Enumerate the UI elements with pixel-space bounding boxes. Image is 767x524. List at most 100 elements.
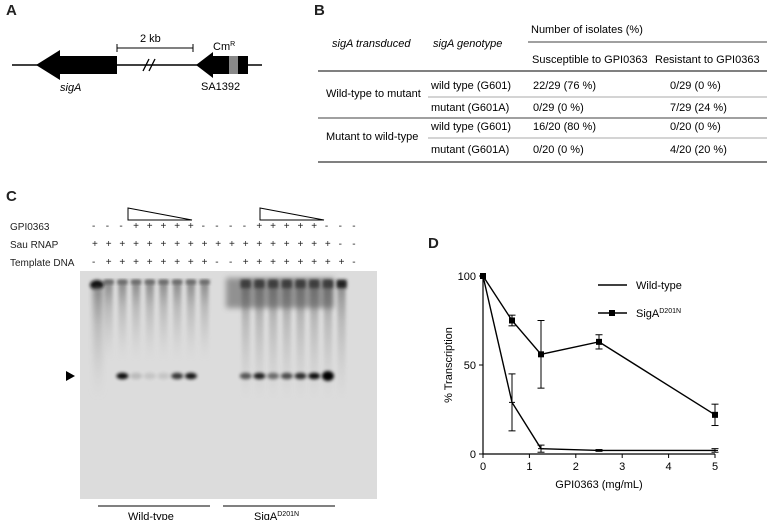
transcript-band: [171, 372, 184, 380]
sa1392-arrow: [196, 52, 248, 78]
gel-figure: Wild-type SigAD201N: [80, 207, 377, 520]
row-susceptible: 22/29 (76 %): [533, 80, 596, 92]
row-genotype: wild type (G601): [430, 80, 511, 92]
lane-smear: [337, 280, 346, 400]
rnap-sign: +: [119, 239, 126, 250]
row-genotype: wild type (G601): [430, 121, 511, 133]
lane-smear: [310, 280, 319, 400]
x-tick-label: 3: [619, 461, 625, 473]
row-label-gpi: GPI0363: [10, 222, 50, 233]
gpi-sign: -: [242, 221, 247, 232]
lane-smear: [159, 280, 168, 360]
lane-well: [336, 280, 347, 288]
sa1392-label: SA1392: [201, 81, 240, 93]
gpi-sign: +: [297, 221, 304, 232]
transcript-band: [239, 372, 252, 380]
row-genotype: mutant (G601A): [431, 102, 509, 114]
break-mark-right: [148, 58, 156, 72]
sigA-arrow: [36, 50, 117, 80]
template-sign: +: [242, 257, 249, 268]
template-sign: +: [160, 257, 167, 268]
y-tick-label: 100: [458, 271, 476, 283]
gpi-sign: -: [338, 221, 342, 232]
rnap-sign: +: [215, 239, 222, 250]
panel-d-letter: D: [428, 235, 439, 252]
x-tick-label: 1: [526, 461, 532, 473]
row-susceptible: 16/20 (80 %): [533, 121, 596, 133]
template-sign: +: [256, 257, 263, 268]
mut-lanes-label: SigAD201N: [254, 511, 299, 520]
data-point: [538, 351, 544, 358]
transcript-band: [253, 372, 266, 380]
row-label-template: Template DNA: [10, 258, 75, 269]
gel-lanes: [90, 278, 347, 400]
y-tick-label: 50: [464, 360, 476, 372]
row-resistant: 0/29 (0 %): [670, 80, 721, 92]
chart-series: [480, 273, 719, 453]
rnap-sign: +: [146, 239, 153, 250]
template-sign: -: [215, 257, 219, 268]
gpi-sign: -: [119, 221, 123, 232]
break-mark-left: [142, 58, 150, 72]
transcript-band: [157, 372, 170, 380]
template-sign: -: [92, 257, 96, 268]
template-sign: +: [270, 257, 276, 268]
gpi-sign: +: [160, 221, 167, 232]
y-tick-label: 0: [470, 449, 476, 461]
lane-smear: [132, 280, 141, 360]
rnap-sign: +: [311, 239, 318, 250]
transcript-band: [143, 372, 156, 380]
transcript-band: [280, 372, 293, 380]
lane-smear: [255, 280, 264, 400]
template-sign: +: [338, 257, 345, 268]
gpi-sign: -: [352, 221, 356, 232]
sigA-label: sigA: [60, 82, 81, 94]
lane-smear: [282, 280, 291, 400]
col-transduced: sigA transduced: [332, 38, 411, 50]
group-label: Wild-type to mutant: [326, 88, 421, 100]
mutant-well-region: [226, 278, 334, 308]
rnap-sign: +: [242, 239, 249, 250]
rnap-sign: +: [187, 239, 194, 250]
template-sign: +: [297, 257, 304, 268]
gpi-sign: -: [105, 221, 110, 232]
isolates-table: Number of isolates (%) sigA transduced s…: [318, 24, 767, 163]
rnap-sign: +: [92, 239, 98, 250]
x-tick-label: 4: [666, 461, 672, 473]
lane-well: [103, 280, 114, 284]
row-susceptible: 0/29 (0 %): [533, 102, 584, 114]
rnap-sign: +: [105, 239, 112, 250]
gpi-sign: +: [256, 221, 263, 232]
lane-smear: [104, 280, 113, 360]
gpi-sign: -: [201, 221, 205, 232]
rnap-sign: +: [229, 239, 235, 250]
x-axis-label: GPI0363 (mg/mL): [555, 479, 642, 491]
wt-lanes-label: Wild-type: [128, 511, 174, 520]
col-susceptible: Susceptible to GPI0363: [532, 54, 648, 66]
template-sign: +: [187, 257, 194, 268]
row-susceptible: 0/20 (0 %): [533, 144, 584, 156]
lane-smear: [93, 288, 103, 398]
gpi-sign: +: [187, 221, 194, 232]
lane-well: [131, 280, 142, 284]
gpi-wedge-wt: [127, 207, 193, 221]
legend-label: Wild-type: [636, 280, 682, 292]
lane-well: [199, 280, 210, 284]
lane-well: [144, 280, 155, 284]
y-axis-label: % Transcription: [443, 327, 455, 403]
gel-free-probe: [90, 280, 104, 290]
transcript-band: [184, 372, 197, 380]
x-tick-label: 0: [480, 461, 486, 473]
gpi-sign: +: [311, 221, 318, 232]
transcript-band: [267, 372, 280, 380]
lane-smear: [118, 280, 127, 360]
lane-smear: [200, 280, 209, 360]
lane-well: [172, 280, 183, 284]
gpi-wedge-mut: [259, 207, 325, 221]
template-sign: +: [119, 257, 126, 268]
scale-label: 2 kb: [140, 33, 161, 45]
gpi-sign: -: [215, 221, 219, 232]
template-sign: -: [352, 257, 356, 268]
rnap-sign: +: [324, 239, 331, 250]
gpi-sign: +: [133, 221, 139, 232]
